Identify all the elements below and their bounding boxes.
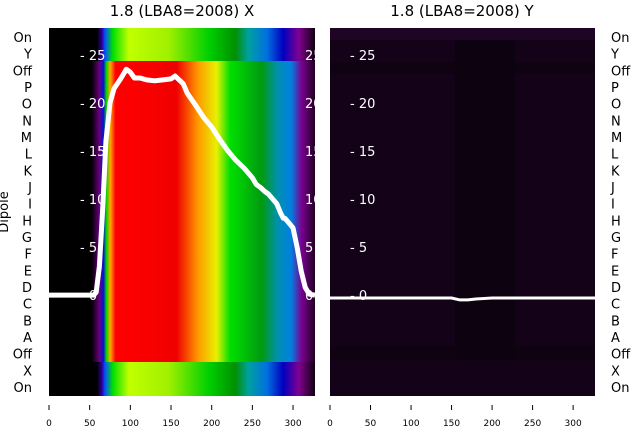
row-label-right: Off [611, 348, 631, 363]
row-label-right: N [611, 114, 621, 129]
x-tick-label: 200 [483, 419, 500, 429]
row-label-left: J [27, 181, 32, 196]
row-label-left: Off [13, 64, 33, 79]
x-tick-label: 100 [402, 419, 419, 429]
row-label-left: O [22, 98, 32, 113]
row-label-left: B [23, 314, 32, 329]
row-label-right: B [611, 314, 620, 329]
panel-y-title: 1.8 (LBA8=2008) Y [390, 2, 534, 20]
overlay-y-tick: - 10 [80, 193, 105, 208]
row-label-right: D [611, 281, 621, 296]
heatmap-y-off-band [330, 62, 595, 74]
heatmap-y-top-band [330, 28, 595, 40]
row-label-right: I [611, 198, 615, 213]
row-label-left: H [22, 214, 32, 229]
overlay-line [49, 66, 315, 298]
row-label-left: D [22, 281, 32, 296]
overlay-y-tick: - 15 [80, 145, 105, 160]
row-label-right: M [611, 131, 622, 146]
row-label-left: L [25, 148, 33, 163]
overlay-y-tick: - 5 [350, 241, 367, 256]
x-tick-label: 250 [524, 419, 541, 429]
row-label-right: G [611, 231, 621, 246]
x-tick-label: 0 [46, 419, 52, 429]
heatmap-y-off-band-bottom [330, 346, 595, 360]
overlay-y-tick: - 20 [80, 97, 105, 112]
y-axis-label: Dipole [0, 191, 12, 232]
row-label-left: K [23, 164, 32, 179]
panel-y: 1.8 (LBA8=2008) Y - 0- 5- 10- 15- 20- 25 [330, 2, 595, 396]
x-tick-label: 200 [203, 419, 220, 429]
panel-x: 1.8 (LBA8=2008) X - 0 0- 5 5- 10 10- 15 15- … [49, 2, 322, 396]
row-label-left: N [22, 114, 32, 129]
overlay-y-tick: 15 [305, 145, 322, 160]
row-label-left: Off [13, 348, 33, 363]
x-tick-label: 150 [162, 419, 179, 429]
overlay-y-tick: - 15 [350, 145, 375, 160]
overlay-y-tick: 20 [305, 97, 322, 112]
row-label-right: E [611, 264, 619, 279]
row-label-right: Off [611, 64, 631, 79]
row-label-right: L [611, 148, 619, 163]
row-label-right: X [611, 364, 620, 379]
row-label-left: G [22, 231, 32, 246]
x-tick-label: 50 [365, 419, 377, 429]
overlay-y-tick: - 25 [350, 49, 375, 64]
row-label-left: P [24, 81, 32, 96]
x-tick-label: 300 [565, 419, 582, 429]
overlay-y-tick: - 25 [80, 49, 105, 64]
row-label-right: C [611, 298, 620, 313]
row-label-left: Y [23, 48, 32, 63]
row-label-left: C [23, 298, 32, 313]
row-label-left: I [28, 198, 32, 213]
heatmap-y-dark-region [455, 40, 515, 360]
x-tick-label: 100 [122, 419, 139, 429]
row-label-right: On [611, 381, 629, 396]
row-label-right: K [611, 164, 620, 179]
row-label-right: O [611, 98, 621, 113]
row-label-right: P [611, 81, 619, 96]
row-label-right: J [610, 181, 615, 196]
x-tick-label: 300 [284, 419, 301, 429]
row-label-right: On [611, 31, 629, 46]
x-tick-label: 150 [443, 419, 460, 429]
row-label-right: F [611, 248, 618, 263]
x-tick-label: 50 [84, 419, 96, 429]
row-label-left: On [14, 381, 32, 396]
row-label-left: On [14, 31, 32, 46]
x-tick-label: 0 [327, 419, 333, 429]
row-label-left: X [23, 364, 32, 379]
row-label-left: F [25, 248, 32, 263]
row-label-left: M [21, 131, 32, 146]
panel-x-title: 1.8 (LBA8=2008) X [110, 2, 255, 20]
overlay-y-tick: - 10 [350, 193, 375, 208]
overlay-y-tick: 5 [305, 241, 313, 256]
heatmap-x-center [49, 61, 315, 362]
overlay-y-tick: - 20 [350, 97, 375, 112]
overlay-line [330, 296, 595, 302]
overlay-y-tick: 10 [305, 193, 322, 208]
row-label-left: E [24, 264, 32, 279]
x-tick-label: 250 [244, 419, 261, 429]
row-label-right: H [611, 214, 621, 229]
row-label-right: A [611, 331, 620, 346]
row-label-left: A [23, 331, 32, 346]
overlay-y-tick: 25 [305, 49, 322, 64]
row-label-right: Y [610, 48, 619, 63]
overlay-y-tick: - 5 [80, 241, 97, 256]
